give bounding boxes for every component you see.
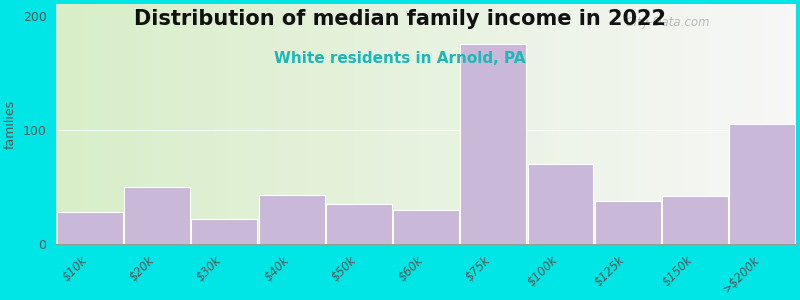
Bar <box>662 196 728 244</box>
Bar <box>730 124 795 244</box>
Bar <box>258 195 325 244</box>
Bar <box>191 219 258 244</box>
Bar <box>326 204 392 244</box>
Text: White residents in Arnold, PA: White residents in Arnold, PA <box>274 51 526 66</box>
Y-axis label: families: families <box>4 100 17 148</box>
Bar <box>393 210 459 244</box>
Text: Distribution of median family income in 2022: Distribution of median family income in … <box>134 9 666 29</box>
Text: City-Data.com: City-Data.com <box>618 16 710 29</box>
Bar <box>527 164 594 244</box>
Bar <box>57 212 123 244</box>
Bar <box>124 187 190 244</box>
Bar <box>595 201 661 244</box>
Bar <box>460 44 526 244</box>
